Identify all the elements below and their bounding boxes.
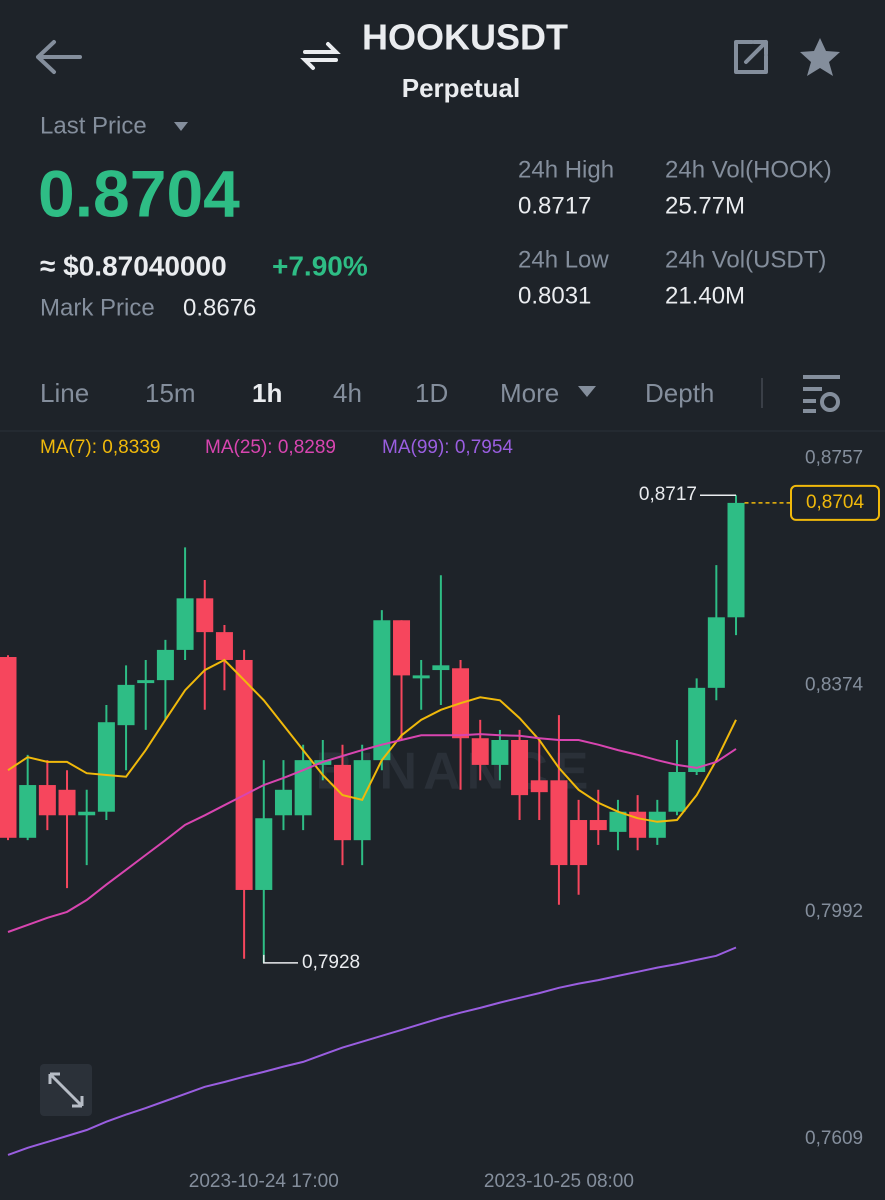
expand-button[interactable] bbox=[40, 1064, 92, 1116]
swap-icon[interactable] bbox=[300, 42, 341, 70]
candle-body bbox=[412, 675, 430, 679]
ma-line bbox=[7, 946, 737, 1156]
candle-body bbox=[0, 657, 17, 838]
candle-body bbox=[688, 687, 706, 773]
interval-tab[interactable]: Line bbox=[40, 378, 89, 408]
candle-body bbox=[137, 680, 155, 684]
interval-tab[interactable]: More bbox=[500, 378, 559, 408]
ma-line bbox=[7, 658, 737, 823]
candle-body bbox=[97, 722, 115, 812]
candle-body bbox=[570, 820, 588, 866]
candle-body bbox=[38, 785, 56, 816]
high-marker-label: 0,8717 bbox=[639, 484, 697, 505]
interval-tab[interactable]: Depth bbox=[645, 378, 714, 408]
share-icon bbox=[734, 40, 768, 74]
contract-type: Perpetual bbox=[402, 73, 521, 103]
candle-body bbox=[432, 665, 450, 671]
swap-arrows bbox=[300, 42, 341, 70]
last-price-label: Last Price bbox=[40, 112, 147, 139]
stat-label: 24h High bbox=[518, 156, 614, 183]
candle-body bbox=[333, 764, 351, 841]
interval-tab[interactable]: 1h bbox=[252, 378, 282, 408]
y-tick-label: 0,8757 bbox=[805, 447, 863, 468]
candle-body bbox=[511, 739, 529, 796]
candle-body bbox=[668, 772, 686, 812]
candle-body bbox=[550, 780, 568, 866]
stat-value: 0.8717 bbox=[518, 192, 591, 219]
interval-tab[interactable]: 15m bbox=[145, 378, 196, 408]
favorite-button[interactable] bbox=[800, 38, 840, 76]
low-marker-line bbox=[263, 954, 298, 964]
more-triangle bbox=[578, 386, 596, 397]
candle-body bbox=[648, 811, 666, 838]
mark-price-label: Mark Price bbox=[40, 294, 155, 321]
candle-body bbox=[491, 739, 509, 765]
candle-body bbox=[294, 760, 312, 816]
x-tick-label: 2023-10-24 17:00 bbox=[189, 1171, 339, 1192]
candle-body bbox=[393, 620, 411, 676]
star-icon bbox=[800, 38, 840, 76]
candle-body bbox=[78, 811, 96, 816]
candle-chart: BINANCE0,87570,83740,79920,76092023-10-2… bbox=[0, 437, 880, 1192]
low-marker-label: 0,7928 bbox=[302, 952, 360, 973]
candle-body bbox=[19, 785, 37, 838]
candle-body bbox=[471, 738, 489, 765]
interval-tab[interactable]: 4h bbox=[333, 378, 362, 408]
stat-label: 24h Low bbox=[518, 246, 609, 273]
candle-body bbox=[196, 598, 214, 633]
price-change: +7.90% bbox=[272, 250, 368, 281]
candle-body bbox=[530, 780, 548, 793]
candle-body bbox=[156, 649, 174, 681]
chart-settings-button[interactable] bbox=[803, 375, 840, 413]
last-price: 0.8704 bbox=[38, 156, 240, 230]
usd-price: ≈ $0.87040000 bbox=[40, 250, 227, 281]
dropdown-triangle[interactable] bbox=[174, 122, 188, 131]
candle-body bbox=[274, 789, 292, 816]
candle-body bbox=[255, 818, 273, 890]
back-button[interactable] bbox=[36, 40, 82, 74]
candle-body bbox=[373, 620, 391, 761]
ma-legend: MA(7): 0,8339 bbox=[40, 437, 160, 458]
settings-gear bbox=[820, 392, 840, 412]
last-price-box bbox=[790, 484, 880, 521]
candle-body bbox=[117, 684, 135, 726]
settings-lines bbox=[803, 375, 840, 413]
stat-label: 24h Vol(USDT) bbox=[665, 246, 826, 273]
expand-icon bbox=[48, 1072, 84, 1108]
candle-body bbox=[215, 632, 233, 660]
candle-body bbox=[609, 811, 627, 832]
symbol-title: HOOKUSDT bbox=[362, 17, 568, 58]
candle-body bbox=[176, 598, 194, 650]
y-tick-label: 0,8374 bbox=[805, 675, 864, 696]
mark-price: 0.8676 bbox=[183, 294, 256, 321]
interval-tab[interactable]: 1D bbox=[415, 378, 448, 408]
y-tick-label: 0,7609 bbox=[805, 1128, 863, 1149]
candle-body bbox=[235, 659, 253, 890]
candle-body bbox=[707, 617, 725, 688]
ma-legend: MA(25): 0,8289 bbox=[205, 437, 336, 458]
candle-body bbox=[727, 502, 745, 618]
stat-value: 21.40M bbox=[665, 282, 745, 309]
candle-body bbox=[58, 789, 76, 816]
stat-value: 25.77M bbox=[665, 192, 745, 219]
stat-value: 0.8031 bbox=[518, 282, 591, 309]
x-tick-label: 2023-10-25 08:00 bbox=[484, 1171, 634, 1192]
ma-line bbox=[7, 733, 737, 933]
ma-legend: MA(99): 0,7954 bbox=[382, 437, 513, 458]
y-tick-label: 0,7992 bbox=[805, 901, 863, 922]
stat-label: 24h Vol(HOOK) bbox=[665, 156, 832, 183]
last-price-tag: 0,8704 bbox=[806, 492, 865, 513]
share-button[interactable] bbox=[734, 40, 768, 74]
candle-body bbox=[589, 820, 607, 831]
back-arrow bbox=[36, 40, 82, 74]
